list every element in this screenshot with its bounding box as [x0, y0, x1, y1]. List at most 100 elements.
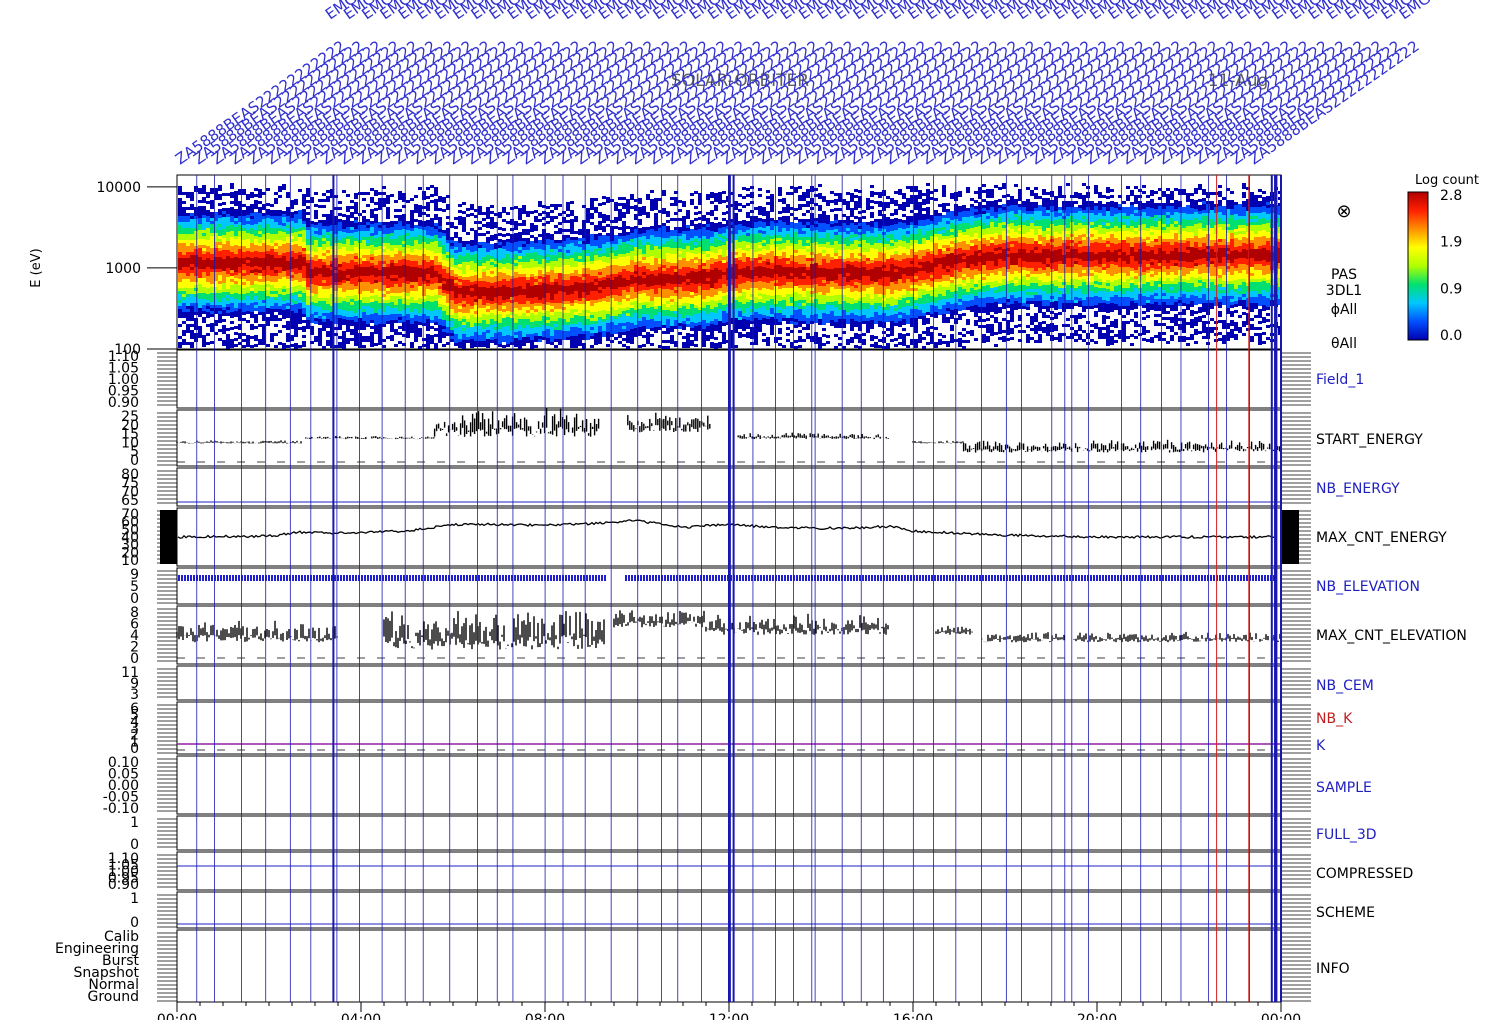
spectrogram-cell [290, 203, 294, 206]
spectrogram-cell [210, 302, 214, 305]
spectrogram-cell [546, 311, 550, 314]
spectrogram-cell [178, 189, 182, 192]
spectrogram-cell [542, 256, 546, 259]
spectrogram-cell [318, 250, 322, 253]
spectrogram-cell [402, 280, 406, 283]
spectrogram-cell [370, 239, 374, 242]
spectrogram-cell [462, 217, 466, 220]
spectrogram-cell [202, 287, 206, 290]
spectrogram-cell [582, 337, 586, 340]
spectrogram-cell [242, 273, 246, 276]
spectrogram-cell [306, 239, 310, 242]
spectrogram-cell [306, 290, 310, 293]
spectrogram-cell [338, 246, 342, 249]
spectrogram-cell [278, 237, 282, 240]
spectrogram-cell [322, 238, 326, 241]
spectrogram-cell [422, 287, 426, 290]
spectrogram-cell [566, 313, 570, 316]
spectrogram-cell [286, 246, 290, 249]
spectrogram-cell [486, 249, 490, 252]
spectrogram-cell [378, 273, 382, 276]
spectrogram-cell [246, 311, 250, 314]
spectrogram-cell [222, 259, 226, 262]
spectrogram-cell [202, 290, 206, 293]
spectrogram-cell [362, 327, 366, 330]
spectrogram-cell [282, 241, 286, 244]
spectrogram-cell [206, 303, 210, 306]
spectrogram-cell [386, 252, 390, 255]
spectrogram-cell [334, 270, 338, 273]
spectrogram-cell [534, 225, 538, 228]
spectrogram-cell [358, 270, 362, 273]
spectrogram-cell [506, 278, 510, 281]
spectrogram-cell [582, 301, 586, 304]
spectrogram-cell [550, 219, 554, 222]
spectrogram-cell [398, 272, 402, 275]
spectrogram-cell [490, 280, 494, 283]
spectrogram-cell [610, 271, 614, 274]
spectrogram-cell [182, 312, 186, 315]
spectrogram-cell [430, 221, 434, 224]
spectrogram-cell [306, 281, 310, 284]
spectrogram-cell [574, 279, 578, 282]
spectrogram-cell [294, 334, 298, 337]
spectrogram-cell [194, 255, 198, 258]
spectrogram-cell [282, 268, 286, 271]
spectrogram-cell [470, 264, 474, 267]
spectrogram-cell [242, 264, 246, 267]
spectrogram-cell [498, 308, 502, 311]
spectrogram-cell [562, 310, 566, 313]
spectrogram-cell [246, 260, 250, 263]
spectrogram-cell [510, 246, 514, 249]
spectrogram-cell [618, 311, 622, 314]
spectrogram-cell [394, 272, 398, 275]
spectrogram-cell [474, 293, 478, 296]
spectrogram-cell [370, 212, 374, 215]
spectrogram-cell [262, 234, 266, 237]
spectrogram-cell [270, 255, 274, 258]
spectrogram-cell [286, 294, 290, 297]
spectrogram-cell [218, 293, 222, 296]
spectrogram-cell [454, 280, 458, 283]
spectrogram-cell [282, 283, 286, 286]
spectrogram-cell [198, 206, 202, 209]
spectrogram-cell [298, 189, 302, 192]
spectrogram-cell [374, 295, 378, 298]
spectrogram-cell [578, 262, 582, 265]
spectrogram-cell [470, 312, 474, 315]
spectrogram-cell [354, 283, 358, 286]
spectrogram-cell [422, 266, 426, 269]
spectrogram-cell [518, 301, 522, 304]
spectrogram-cell [350, 329, 354, 332]
spectrogram-cell [470, 345, 474, 348]
spectrogram-cell [534, 237, 538, 240]
spectrogram-cell [426, 292, 430, 295]
spectrogram-cell [370, 278, 374, 281]
spectrogram-cell [602, 334, 606, 337]
spectrogram-cell [366, 249, 370, 252]
spectrogram-cell [242, 291, 246, 294]
spectrogram-cell [382, 282, 386, 285]
spectrogram-cell [362, 240, 366, 243]
spectrogram-cell [614, 307, 618, 310]
spectrogram-cell [250, 324, 254, 327]
spectrogram-cell [550, 234, 554, 237]
spectrogram-cell [346, 245, 350, 248]
spectrogram-cell [498, 263, 502, 266]
spectrogram-cell [582, 322, 586, 325]
spectrogram-cell [206, 201, 210, 204]
spectrogram-cell [274, 282, 278, 285]
spectrogram-cell [226, 253, 230, 256]
spectrogram-cell [518, 322, 522, 325]
spectrogram-cell [346, 281, 350, 284]
spectrogram-cell [302, 227, 306, 230]
spectrogram-cell [490, 295, 494, 298]
spectrogram-cell [498, 314, 502, 317]
spectrogram-cell [238, 204, 242, 207]
spectrogram-cell [554, 321, 558, 324]
spectrogram-cell [534, 270, 538, 273]
spectrogram-cell [422, 284, 426, 287]
spectrogram-cell [626, 289, 630, 292]
spectrogram-cell [574, 237, 578, 240]
spectrogram-cell [366, 225, 370, 228]
